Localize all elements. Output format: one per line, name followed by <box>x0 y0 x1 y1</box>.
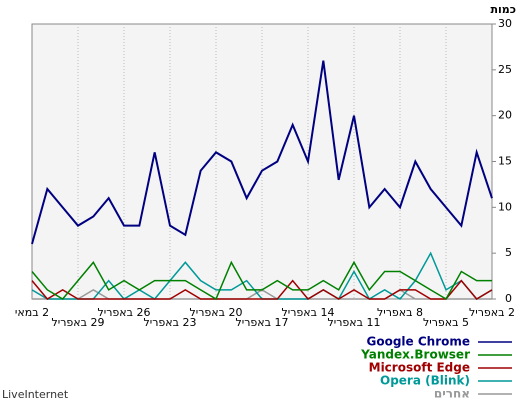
x-tick-label: 11 באפריל <box>328 316 381 329</box>
y-axis-label: כמות <box>491 3 516 16</box>
y-tick-label: 10 <box>498 200 512 213</box>
x-tick-label: 20 באפריל <box>190 306 243 319</box>
x-tick-label: 23 באפריל <box>144 316 197 329</box>
legend-label: Google Chrome <box>366 335 470 349</box>
x-tick-label: 8 באפריל <box>377 306 423 319</box>
x-tick-label: 2 באפריל <box>469 306 515 319</box>
series-line <box>31 279 493 300</box>
source: LiveInternet <box>2 388 69 401</box>
x-tick-label: 17 באפריל <box>236 316 289 329</box>
x-tick-label: 2 במאי <box>15 306 49 319</box>
x-tick-label: 5 באפריל <box>423 316 469 329</box>
legend-label: אחרים <box>434 387 470 401</box>
y-tick-label: 15 <box>498 155 512 168</box>
series-line <box>31 260 492 301</box>
series-line <box>31 60 493 245</box>
y-tick-label: 5 <box>505 246 512 259</box>
plot-area <box>31 23 493 300</box>
x-tick-label: 29 באפריל <box>52 316 105 329</box>
legend-label: Yandex.Browser <box>360 348 470 362</box>
y-tick-label: 30 <box>498 17 512 30</box>
x-tick-label: 14 באפריל <box>282 306 335 319</box>
y-tick-label: 25 <box>498 63 512 76</box>
legend-label: Opera (Blink) <box>380 374 470 388</box>
y-tick-label: 0 <box>505 292 512 305</box>
y-tick-label: 20 <box>498 109 512 122</box>
legend-label: Microsoft Edge <box>369 361 470 375</box>
x-tick-label: 26 באפריל <box>98 306 151 319</box>
